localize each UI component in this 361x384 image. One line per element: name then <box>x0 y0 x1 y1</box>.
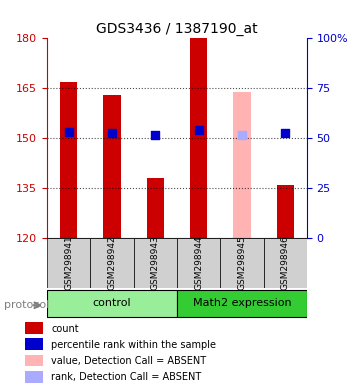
Text: count: count <box>51 323 79 334</box>
Text: GSM298943: GSM298943 <box>151 236 160 290</box>
Bar <box>177 238 220 288</box>
Bar <box>190 38 207 238</box>
Text: GSM298946: GSM298946 <box>281 236 290 290</box>
Bar <box>60 82 77 238</box>
Text: GSM298941: GSM298941 <box>64 236 73 290</box>
Bar <box>47 290 177 317</box>
Point <box>282 130 288 136</box>
Text: GSM298944: GSM298944 <box>194 236 203 290</box>
Point <box>239 132 245 138</box>
Point <box>109 130 115 136</box>
Text: rank, Detection Call = ABSENT: rank, Detection Call = ABSENT <box>51 372 201 382</box>
Bar <box>147 178 164 238</box>
Bar <box>233 92 251 238</box>
Title: GDS3436 / 1387190_at: GDS3436 / 1387190_at <box>96 22 258 36</box>
Bar <box>264 238 307 288</box>
Text: protocol: protocol <box>4 300 49 310</box>
Bar <box>277 185 294 238</box>
Text: value, Detection Call = ABSENT: value, Detection Call = ABSENT <box>51 356 206 366</box>
Bar <box>90 238 134 288</box>
Text: GSM298942: GSM298942 <box>108 236 116 290</box>
Bar <box>25 322 43 334</box>
Bar <box>177 290 307 317</box>
Bar <box>103 95 121 238</box>
Point <box>196 127 201 133</box>
Text: GSM298945: GSM298945 <box>238 236 246 290</box>
Text: Math2 expression: Math2 expression <box>192 298 291 308</box>
Point <box>152 132 158 138</box>
Bar <box>25 338 43 350</box>
Point <box>66 129 71 135</box>
Bar <box>25 371 43 383</box>
Text: percentile rank within the sample: percentile rank within the sample <box>51 340 216 350</box>
Bar <box>220 238 264 288</box>
Bar <box>47 238 90 288</box>
Text: control: control <box>93 298 131 308</box>
Bar <box>25 355 43 366</box>
Bar <box>134 238 177 288</box>
